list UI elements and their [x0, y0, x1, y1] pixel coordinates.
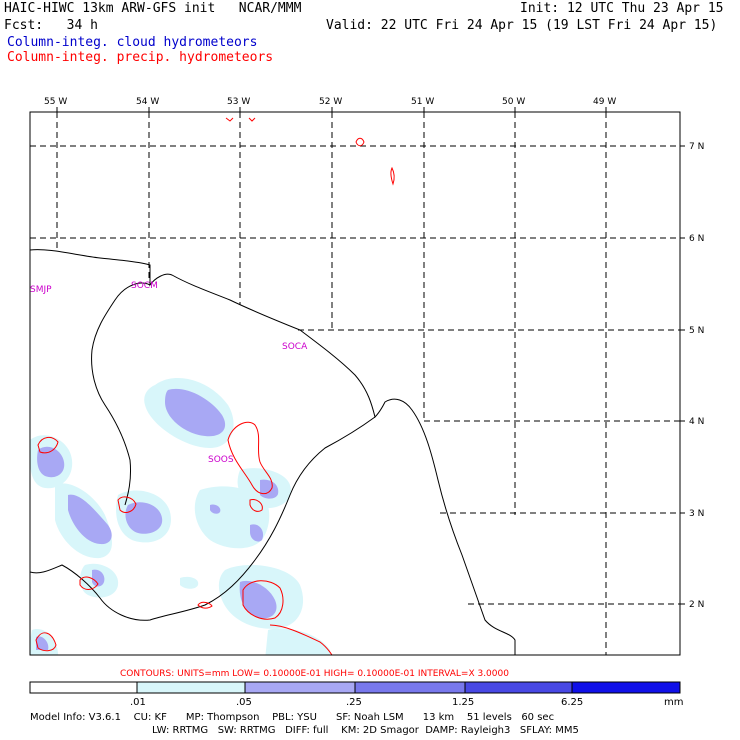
- station-soca: SOCA: [282, 342, 308, 352]
- colorbar-tick-2: .25: [346, 697, 362, 708]
- station-smjp: SMJP: [30, 285, 52, 295]
- legend-cloud-label: Column-integ. cloud hydrometeors: [7, 35, 258, 50]
- init-time: Init: 12 UTC Thu 23 Apr 15: [520, 1, 724, 16]
- lat-label-2n: 2 N: [689, 600, 704, 610]
- forecast-hour: Fcst: 34 h: [4, 18, 98, 33]
- lat-label-4n: 4 N: [689, 417, 704, 427]
- colorbar-tick-1: .05: [236, 697, 252, 708]
- colorbar-swatch-0: [29, 681, 138, 694]
- lat-label-3n: 3 N: [689, 509, 704, 519]
- colorbar-unit: mm: [664, 697, 683, 708]
- precip-contours: [35, 117, 395, 655]
- lon-label-53w: 53 W: [227, 97, 250, 107]
- footer-model-info: Model Info: V3.6.1 CU: KF MP: Thompson P…: [30, 712, 555, 723]
- colorbar-swatch-1: [136, 681, 246, 694]
- lon-label-49w: 49 W: [593, 97, 616, 107]
- colorbar: [29, 681, 681, 694]
- colorbar-tick-4: 6.25: [561, 697, 583, 708]
- map-frame: [29, 111, 681, 656]
- colorbar-swatch-4: [464, 681, 573, 694]
- footer-physics-info: LW: RRTMG SW: RRTMG DIFF: full KM: 2D Sm…: [152, 725, 579, 736]
- map-content: SMJP SOCM SOCA SOOS: [30, 112, 680, 655]
- axis-ticks: [56, 107, 685, 605]
- lon-label-54w: 54 W: [136, 97, 159, 107]
- legend-precip-label: Column-integ. precip. hydrometeors: [7, 50, 274, 65]
- lon-label-55w: 55 W: [44, 97, 67, 107]
- lat-label-6n: 6 N: [689, 234, 704, 244]
- colorbar-swatch-5: [571, 681, 681, 694]
- lat-label-5n: 5 N: [689, 326, 704, 336]
- station-soos: SOOS: [208, 455, 234, 465]
- colorbar-swatch-2: [244, 681, 356, 694]
- valid-time: Valid: 22 UTC Fri 24 Apr 15 (19 LST Fri …: [326, 18, 718, 33]
- cloud-fill-level-2: [36, 388, 279, 650]
- lon-label-51w: 51 W: [411, 97, 434, 107]
- title-left: HAIC-HIWC 13km ARW-GFS init NCAR/MMM: [4, 1, 302, 16]
- colorbar-tick-0: .01: [130, 697, 146, 708]
- station-socm: SOCM: [131, 281, 158, 291]
- colorbar-swatch-3: [354, 681, 466, 694]
- lon-label-52w: 52 W: [319, 97, 342, 107]
- lat-label-7n: 7 N: [689, 142, 704, 152]
- lon-label-50w: 50 W: [502, 97, 525, 107]
- coastline: [30, 249, 516, 655]
- colorbar-tick-3: 1.25: [452, 697, 474, 708]
- contour-info: CONTOURS: UNITS=mm LOW= 0.10000E-01 HIGH…: [120, 669, 509, 679]
- graticule: [30, 112, 680, 655]
